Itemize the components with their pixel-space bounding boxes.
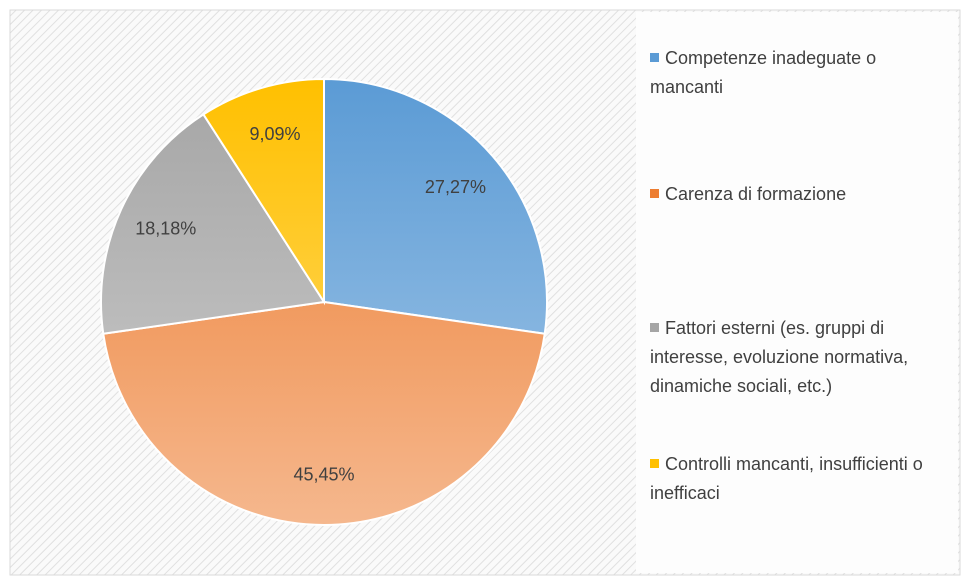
legend-swatch [650, 53, 659, 62]
legend-item: Fattori esterni (es. gruppi di interesse… [650, 314, 950, 401]
legend-item: Controlli mancanti, insufficienti o inef… [650, 450, 950, 508]
data-label: 9,09% [249, 124, 300, 144]
legend-label: Controlli mancanti, insufficienti o inef… [650, 454, 923, 503]
pie-slice [102, 300, 546, 526]
legend-swatch [650, 323, 659, 332]
legend-label: Fattori esterni (es. gruppi di interesse… [650, 318, 909, 396]
legend-background [636, 12, 958, 573]
pie-slice [202, 77, 325, 306]
legend-swatch [650, 189, 659, 198]
legend-label: Competenze inadeguate o mancanti [650, 48, 877, 97]
pie-slice [323, 77, 548, 335]
data-label: 27,27% [425, 177, 486, 197]
data-label: 18,18% [135, 218, 196, 238]
data-label: 45,45% [293, 465, 354, 485]
legend-label: Carenza di formazione [665, 184, 847, 204]
legend-swatch [650, 459, 659, 468]
legend-item: Carenza di formazione [650, 180, 950, 209]
pie-slice [100, 113, 326, 335]
legend-item: Competenze inadeguate o mancanti [650, 44, 950, 102]
